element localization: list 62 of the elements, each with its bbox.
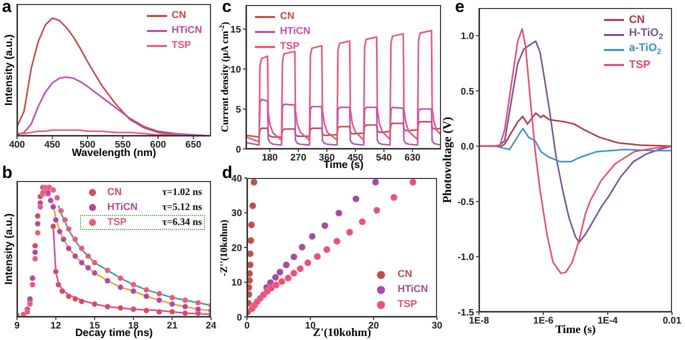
x-tick-label: 30: [432, 320, 442, 332]
legend-label: TSP: [107, 217, 128, 228]
chart-title: d: [222, 163, 232, 183]
y-axis-title: Intensity (a.u.): [2, 34, 15, 106]
legend-label: CN: [628, 14, 645, 26]
y-tick-label: 10: [231, 278, 242, 289]
y-tick-label: 0.0: [460, 142, 474, 153]
x-tick-label: 21: [166, 320, 178, 332]
y-tick-label: 10: [230, 64, 241, 76]
legend-label: CN: [172, 10, 186, 21]
legend-label: TSP: [628, 58, 650, 70]
x-tick-label: 9: [14, 320, 20, 332]
x-tick-label: 12: [50, 320, 62, 332]
x-tick-label: 180: [262, 152, 278, 164]
x-tick-label: 650: [185, 140, 202, 151]
y-tick-label: 15: [230, 24, 242, 36]
x-tick-label: 0: [244, 320, 250, 332]
chart-title: e: [455, 0, 464, 17]
x-axis-title: Z'(10kohm): [312, 327, 372, 339]
y-tick-label: 30: [231, 208, 242, 220]
legend-label: TSP: [172, 40, 192, 51]
y-axis-title: Photovoltage (V): [440, 116, 454, 204]
x-tick-label: 450: [44, 140, 60, 151]
x-tick-label: 630: [404, 152, 420, 164]
y-tick-label: -1.0: [458, 252, 474, 264]
y-tick-label: 20: [231, 242, 242, 254]
x-tick-label: 24: [206, 320, 217, 332]
annotation: τ=5.12 ns: [162, 202, 202, 213]
y-tick-label: -1.5: [458, 307, 475, 318]
legend-label: CN: [280, 11, 294, 22]
annotation: τ=1.02 ns: [162, 187, 202, 198]
y-axis-title: -Z''(10kohm): [219, 219, 230, 276]
legend-label: TSP: [280, 41, 300, 52]
chart-title: b: [2, 163, 12, 183]
legend-label: HTiCN: [280, 26, 310, 37]
x-tick-label: 400: [9, 140, 25, 151]
x-tick-label: 270: [290, 152, 306, 164]
legend-label: HTiCN: [398, 284, 428, 295]
legend-label: CN: [398, 269, 412, 280]
x-tick-label: 540: [376, 152, 392, 164]
x-tick-label: 0.01: [662, 316, 682, 327]
legend-label: HTiCN: [172, 25, 202, 36]
y-tick-label: -0.5: [458, 196, 475, 208]
dotted-outline: TSP τ=6.34 ns: [80, 215, 205, 230]
y-tick-label: 40: [231, 173, 242, 184]
x-axis-title: Time (s): [554, 324, 597, 336]
x-tick-label: 1E-8: [468, 316, 490, 327]
legend-label: H-TiO$_{2}$: [628, 27, 663, 42]
y-tick-label: 0.5: [460, 86, 475, 98]
chart-title: a: [2, 0, 12, 17]
x-axis-title: Decay time (ns): [75, 327, 153, 339]
x-tick-label: 1E-4: [598, 316, 618, 327]
y-tick-label: 1.0: [460, 31, 474, 42]
chart-title: c: [222, 0, 232, 17]
legend-label: a-TiO$_{2}$: [628, 42, 662, 57]
y-axis-title: Intensity (a.u.): [2, 213, 15, 285]
legend-label: HTiCN: [107, 202, 139, 213]
annotation: τ=6.34 ns: [162, 217, 202, 228]
legend-label: TSP: [398, 299, 418, 310]
legend-label: CN: [107, 187, 123, 198]
y-tick-label: 5: [236, 104, 242, 116]
x-tick-label: 1E-6: [533, 316, 554, 327]
